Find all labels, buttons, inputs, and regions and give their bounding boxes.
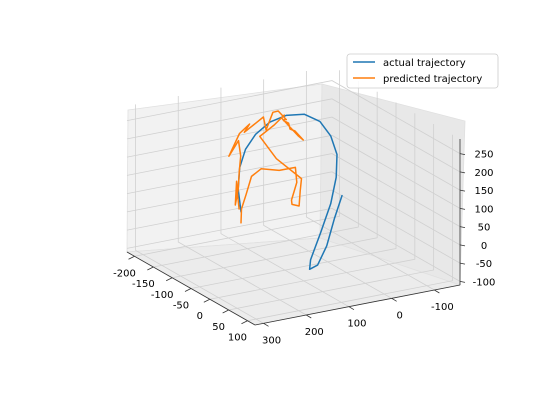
x-tick-mark bbox=[128, 255, 135, 260]
x-tick-mark bbox=[241, 320, 248, 325]
y-gridline bbox=[135, 104, 264, 324]
legend: actual trajectory predicted trajectory bbox=[346, 53, 499, 89]
x-axis-line bbox=[126, 251, 256, 326]
y-tick-mark bbox=[306, 314, 312, 319]
z-tick-mark bbox=[459, 153, 466, 155]
z-tick-mark bbox=[459, 189, 466, 192]
y-tick-mark bbox=[348, 306, 355, 311]
x-tick-label: 50 bbox=[212, 322, 225, 333]
x-tick-mark bbox=[147, 266, 154, 271]
x-gridline bbox=[172, 91, 378, 279]
z-gridline bbox=[126, 116, 461, 191]
y-tick-label: 0 bbox=[396, 310, 402, 321]
z-tick-label: 50 bbox=[478, 223, 491, 234]
z-gridline bbox=[126, 207, 461, 282]
y-tick-label: 100 bbox=[347, 319, 366, 330]
tick-labels: -200-150-100-50050100-1000100200300-100-… bbox=[113, 150, 495, 347]
x-gridline bbox=[190, 102, 397, 289]
y-gridline bbox=[220, 87, 350, 308]
y-gridline bbox=[305, 71, 435, 291]
series-line-actual bbox=[237, 113, 343, 271]
x-gridline bbox=[247, 134, 453, 322]
z-tick-mark bbox=[459, 226, 466, 228]
z-tick-label: -50 bbox=[476, 259, 492, 270]
z-gridline bbox=[126, 98, 461, 173]
x-gridline bbox=[153, 81, 359, 268]
y-tick-label: 200 bbox=[305, 327, 324, 338]
z-gridline bbox=[126, 134, 461, 209]
x-tick-label: 100 bbox=[228, 333, 247, 344]
x-tick-label: -200 bbox=[113, 268, 136, 279]
x-tick-mark bbox=[165, 277, 173, 282]
y-tick-label: -100 bbox=[431, 302, 454, 313]
z-tick-mark bbox=[459, 244, 466, 247]
legend-label-actual: actual trajectory bbox=[383, 58, 466, 69]
y-tick-label: 300 bbox=[262, 335, 281, 346]
axis-lines bbox=[126, 139, 466, 327]
series-layer bbox=[228, 110, 343, 271]
x-tick-label: -50 bbox=[173, 301, 189, 312]
z-gridline bbox=[126, 153, 461, 227]
z-tick-mark bbox=[459, 171, 466, 174]
legend-box bbox=[346, 53, 499, 89]
y-axis-line bbox=[254, 284, 461, 326]
grid-lines bbox=[126, 70, 461, 324]
y-gridline bbox=[177, 96, 307, 316]
y-tick-mark bbox=[391, 297, 397, 302]
y-tick-mark bbox=[263, 322, 269, 327]
z-tick-mark bbox=[459, 207, 466, 210]
x-gridline bbox=[228, 123, 435, 311]
legend-label-predicted: predicted trajectory bbox=[383, 74, 482, 85]
z-tick-label: 200 bbox=[474, 168, 493, 179]
z-tick-label: -100 bbox=[473, 277, 496, 288]
z-tick-label: 150 bbox=[474, 186, 493, 197]
x-gridline bbox=[134, 70, 340, 257]
z-gridline bbox=[126, 171, 461, 246]
x-tick-mark bbox=[222, 309, 229, 314]
z-gridline bbox=[126, 80, 461, 154]
x-tick-mark bbox=[184, 288, 192, 292]
x-gridline bbox=[209, 113, 416, 300]
z-gridline bbox=[126, 189, 461, 264]
series-line-predicted bbox=[228, 110, 305, 224]
y-tick-mark bbox=[434, 289, 440, 294]
z-tick-label: 100 bbox=[474, 204, 493, 215]
z-tick-mark bbox=[459, 262, 466, 265]
x-tick-label: 0 bbox=[197, 311, 203, 322]
z-tick-label: 0 bbox=[481, 241, 487, 252]
x-tick-label: -100 bbox=[151, 290, 174, 301]
z-tick-mark bbox=[459, 280, 466, 283]
x-tick-label: -150 bbox=[132, 279, 155, 290]
z-tick-label: 250 bbox=[474, 150, 493, 161]
x-tick-mark bbox=[203, 298, 211, 303]
